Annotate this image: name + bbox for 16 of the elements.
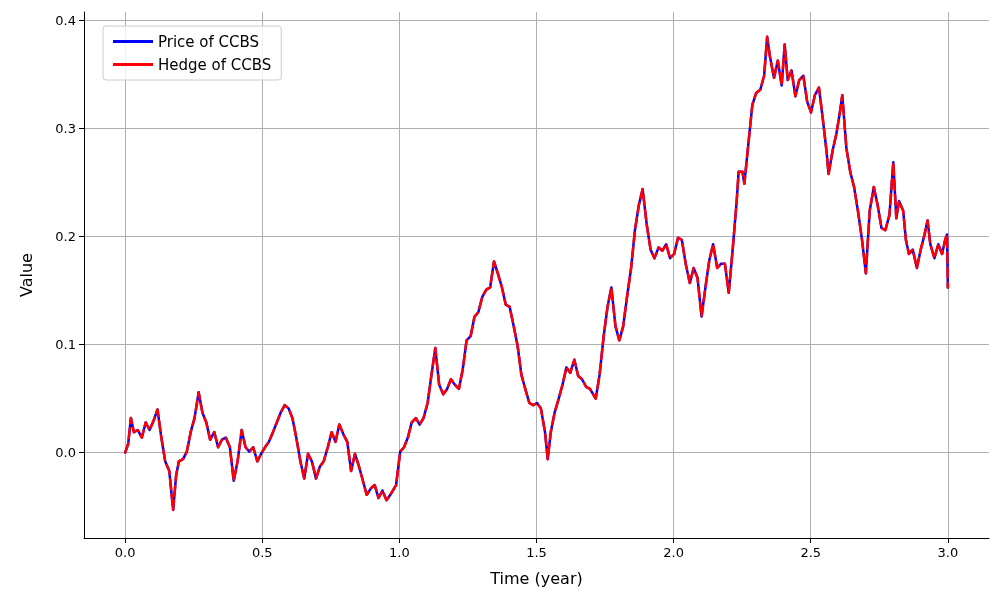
x-tick-label: 0.0 — [114, 545, 136, 560]
legend-label: Price of CCBS — [158, 32, 260, 51]
x-tick-label: 3.0 — [937, 545, 959, 560]
y-tick-label: 0.4 — [55, 13, 76, 29]
y-tick-label: 0.1 — [55, 337, 76, 353]
x-tick-label: 1.5 — [526, 545, 547, 560]
x-tick-label: 1.0 — [389, 545, 410, 560]
x-tick-label: 2.0 — [663, 545, 684, 560]
x-axis-title: Time (year) — [489, 568, 583, 588]
y-tick-label: 0.0 — [55, 445, 76, 461]
legend-label: Hedge of CCBS — [158, 55, 272, 74]
x-tick-label: 2.5 — [800, 545, 822, 560]
y-axis-title: Value — [16, 253, 36, 297]
x-tick-label: 0.5 — [251, 545, 273, 560]
y-tick-label: 0.3 — [55, 121, 76, 137]
y-tick-label: 0.2 — [55, 229, 76, 245]
